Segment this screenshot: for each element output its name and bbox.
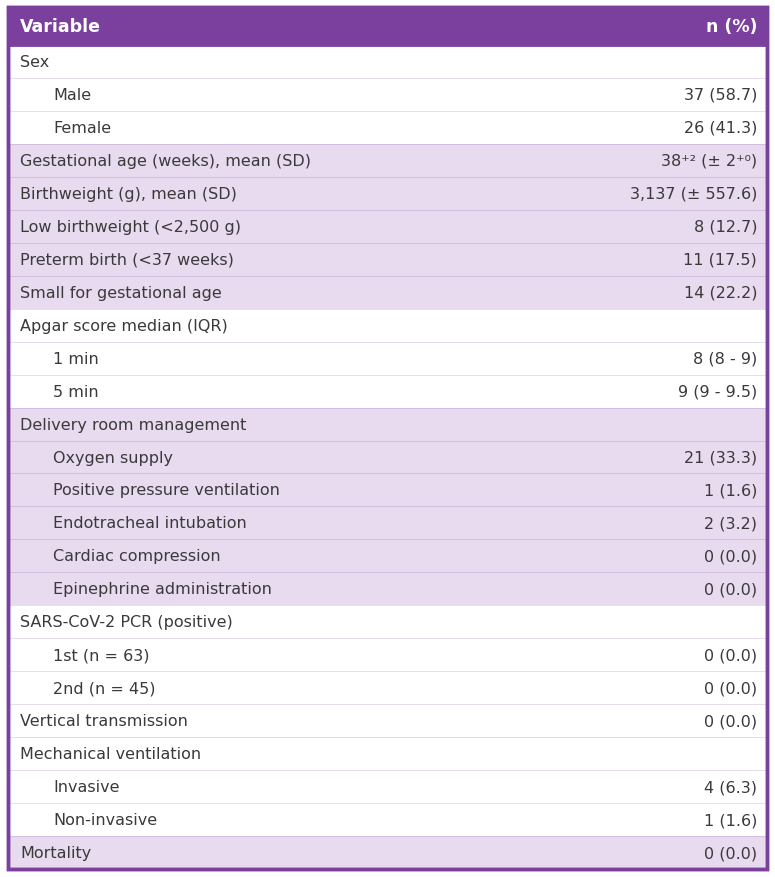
Bar bbox=[8, 672, 767, 704]
Text: Endotracheal intubation: Endotracheal intubation bbox=[53, 516, 246, 531]
Bar bbox=[8, 408, 767, 441]
Bar bbox=[8, 704, 767, 738]
Bar bbox=[8, 178, 767, 210]
Bar bbox=[8, 474, 767, 507]
Text: Oxygen supply: Oxygen supply bbox=[53, 450, 173, 465]
Bar bbox=[8, 507, 767, 539]
Text: 1 (1.6): 1 (1.6) bbox=[704, 483, 757, 498]
Bar bbox=[8, 8, 767, 46]
Bar bbox=[8, 638, 767, 672]
Bar bbox=[8, 738, 767, 770]
Bar bbox=[8, 539, 767, 573]
Text: Non-invasive: Non-invasive bbox=[53, 812, 157, 827]
Text: SARS-CoV-2 PCR (positive): SARS-CoV-2 PCR (positive) bbox=[20, 615, 232, 630]
Bar bbox=[8, 342, 767, 375]
Text: Vertical transmission: Vertical transmission bbox=[20, 713, 188, 729]
Bar bbox=[8, 210, 767, 244]
Text: n (%): n (%) bbox=[705, 18, 757, 36]
Text: 2 (3.2): 2 (3.2) bbox=[704, 516, 757, 531]
Text: Preterm birth (<37 weeks): Preterm birth (<37 weeks) bbox=[20, 253, 234, 267]
Text: 11 (17.5): 11 (17.5) bbox=[684, 253, 757, 267]
Bar bbox=[8, 573, 767, 606]
Text: 5 min: 5 min bbox=[53, 384, 98, 399]
Text: 0 (0.0): 0 (0.0) bbox=[704, 681, 757, 695]
Text: Mechanical ventilation: Mechanical ventilation bbox=[20, 746, 202, 761]
Text: 0 (0.0): 0 (0.0) bbox=[704, 581, 757, 596]
Bar bbox=[8, 111, 767, 145]
Text: Low birthweight (<2,500 g): Low birthweight (<2,500 g) bbox=[20, 219, 241, 234]
Bar bbox=[8, 276, 767, 310]
Text: Small for gestational age: Small for gestational age bbox=[20, 285, 222, 300]
Bar bbox=[8, 79, 767, 111]
Bar bbox=[8, 441, 767, 474]
Text: 21 (33.3): 21 (33.3) bbox=[684, 450, 757, 465]
Text: Invasive: Invasive bbox=[53, 779, 119, 795]
Text: 1 (1.6): 1 (1.6) bbox=[704, 812, 757, 827]
Text: Sex: Sex bbox=[20, 55, 50, 70]
Text: 2nd (n = 45): 2nd (n = 45) bbox=[53, 681, 156, 695]
Text: 0 (0.0): 0 (0.0) bbox=[704, 549, 757, 564]
Bar bbox=[8, 244, 767, 276]
Text: Gestational age (weeks), mean (SD): Gestational age (weeks), mean (SD) bbox=[20, 153, 311, 168]
Bar bbox=[8, 803, 767, 836]
Text: Variable: Variable bbox=[20, 18, 101, 36]
Text: 9 (9 - 9.5): 9 (9 - 9.5) bbox=[678, 384, 757, 399]
Bar bbox=[8, 375, 767, 408]
Text: 8 (8 - 9): 8 (8 - 9) bbox=[693, 351, 757, 367]
Text: 38⁺² (± 2⁺⁰): 38⁺² (± 2⁺⁰) bbox=[661, 153, 757, 168]
Text: Apgar score median (IQR): Apgar score median (IQR) bbox=[20, 318, 228, 333]
Text: 26 (41.3): 26 (41.3) bbox=[684, 121, 757, 136]
Text: 1 min: 1 min bbox=[53, 351, 98, 367]
Bar bbox=[8, 46, 767, 79]
Text: 3,137 (± 557.6): 3,137 (± 557.6) bbox=[629, 187, 757, 202]
Text: 4 (6.3): 4 (6.3) bbox=[704, 779, 757, 795]
Bar bbox=[8, 836, 767, 869]
Text: Mortality: Mortality bbox=[20, 845, 91, 860]
Text: 37 (58.7): 37 (58.7) bbox=[684, 88, 757, 103]
Text: 0 (0.0): 0 (0.0) bbox=[704, 845, 757, 860]
Text: Cardiac compression: Cardiac compression bbox=[53, 549, 221, 564]
Bar bbox=[8, 606, 767, 638]
Text: 0 (0.0): 0 (0.0) bbox=[704, 647, 757, 662]
Text: 0 (0.0): 0 (0.0) bbox=[704, 713, 757, 729]
Text: Female: Female bbox=[53, 121, 111, 136]
Bar bbox=[8, 770, 767, 803]
Text: Male: Male bbox=[53, 88, 91, 103]
Text: Delivery room management: Delivery room management bbox=[20, 417, 246, 432]
Bar bbox=[8, 145, 767, 178]
Text: Epinephrine administration: Epinephrine administration bbox=[53, 581, 272, 596]
Text: 14 (22.2): 14 (22.2) bbox=[684, 285, 757, 300]
Text: 8 (12.7): 8 (12.7) bbox=[694, 219, 757, 234]
Text: Positive pressure ventilation: Positive pressure ventilation bbox=[53, 483, 280, 498]
Text: 1st (n = 63): 1st (n = 63) bbox=[53, 647, 150, 662]
Bar bbox=[8, 310, 767, 342]
Text: Birthweight (g), mean (SD): Birthweight (g), mean (SD) bbox=[20, 187, 237, 202]
